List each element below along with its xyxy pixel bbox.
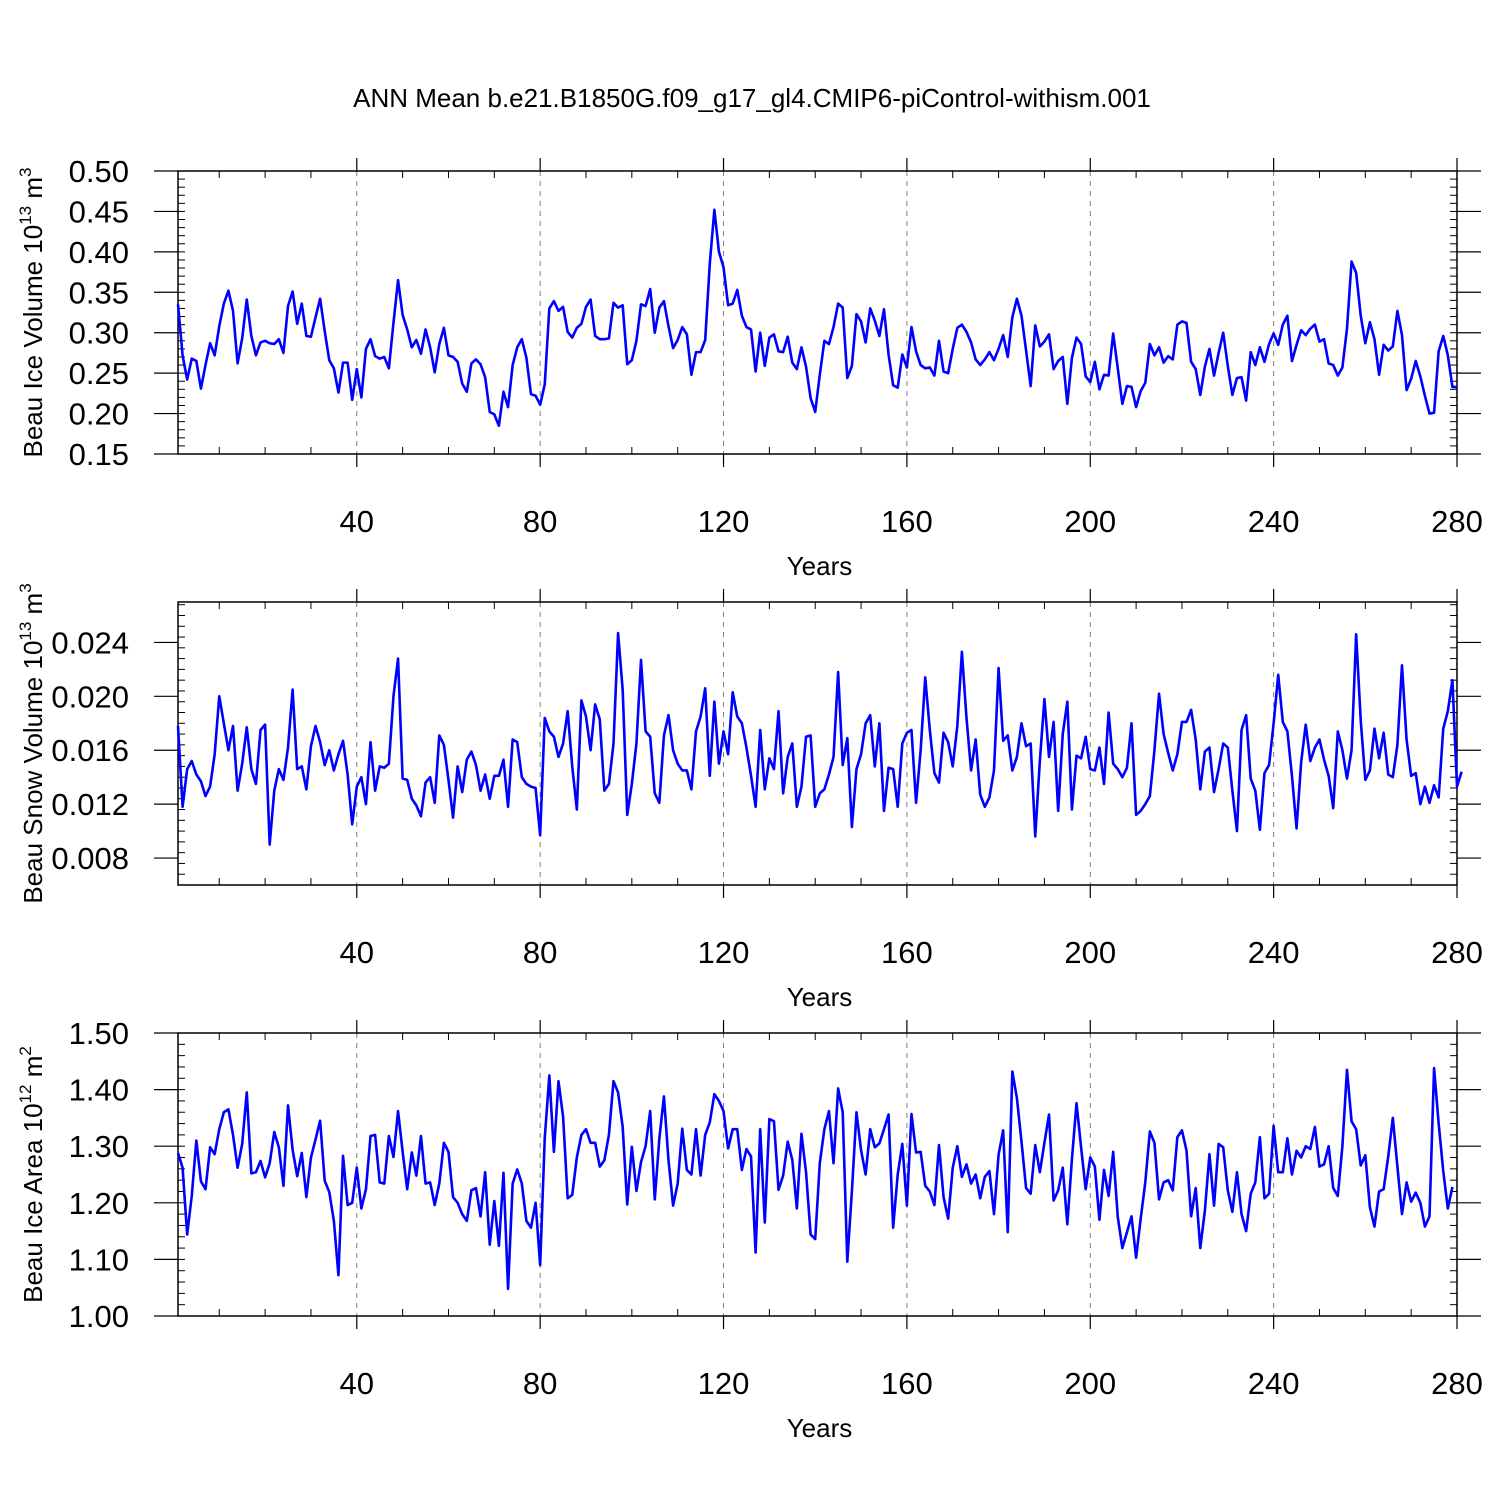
x-tick-label: 80 bbox=[523, 1366, 557, 1401]
x-tick-label: 160 bbox=[881, 935, 933, 970]
y-tick-label: 1.10 bbox=[69, 1242, 129, 1277]
y-tick-label: 0.25 bbox=[69, 356, 129, 391]
y-axis-label-unit-exponent: 3 bbox=[16, 583, 35, 592]
y-axis-label-unit-exponent: 2 bbox=[16, 1046, 35, 1055]
x-tick-label: 280 bbox=[1431, 935, 1483, 970]
x-tick-label: 200 bbox=[1064, 504, 1116, 539]
panels: 40 80 120 160 200 240 2800.150.200.250.300.350… bbox=[16, 154, 1483, 1443]
x-tick-label: 120 bbox=[698, 504, 750, 539]
series-line-1 bbox=[176, 208, 1457, 428]
x-tick-label: 160 bbox=[881, 1366, 933, 1401]
panel-1: 40 80 120 160 200 240 280 0.15 0.20 0.25 0.30 0.35 0… bbox=[16, 154, 1483, 581]
series-line-2 bbox=[176, 631, 1463, 846]
x-tick-label: 40 bbox=[340, 935, 374, 970]
x-tick-label: 280 bbox=[1431, 1366, 1483, 1401]
y-axis-label-unit: m bbox=[18, 1056, 48, 1085]
x-tick-label: 200 bbox=[1064, 1366, 1116, 1401]
chart-title: ANN Mean b.e21.B1850G.f09_g17_gl4.CMIP6-… bbox=[353, 83, 1151, 113]
x-tick-label: 200 bbox=[1064, 935, 1116, 970]
y-tick-label: 1.00 bbox=[69, 1299, 129, 1334]
x-axis-label: Years bbox=[787, 551, 853, 581]
y-tick-label: 0.30 bbox=[69, 316, 129, 351]
x-tick-label: 240 bbox=[1248, 1366, 1300, 1401]
y-tick-label: 0.15 bbox=[69, 437, 129, 472]
y-axis-label-text: Beau Snow Volume 10 bbox=[18, 641, 48, 904]
y-tick-label: 0.012 bbox=[51, 787, 129, 822]
y-tick-label: 1.50 bbox=[69, 1016, 129, 1051]
y-tick-label: 0.020 bbox=[51, 679, 129, 714]
y-axis-label-exponent: 13 bbox=[16, 206, 35, 225]
panel-3: 40 80 120 160 200 240 280 1.00 1.10 1.20 1.30 1.40 1… bbox=[16, 1016, 1483, 1443]
y-axis-label-unit-exponent: 3 bbox=[16, 168, 35, 177]
y-tick-label: 0.45 bbox=[69, 194, 129, 229]
x-tick-label: 240 bbox=[1248, 504, 1300, 539]
x-tick-label: 40 bbox=[340, 504, 374, 539]
y-axis-label-text: Beau Ice Volume 10 bbox=[18, 225, 48, 458]
x-tick-label: 240 bbox=[1248, 935, 1300, 970]
plot-frame bbox=[177, 1032, 1458, 1317]
y-axis-label: Beau Ice Area 1012 m2 bbox=[16, 1046, 48, 1303]
y-axis-label-text: Beau Ice Area 10 bbox=[18, 1103, 48, 1302]
x-tick-label: 120 bbox=[698, 1366, 750, 1401]
y-axis-label: Beau Snow Volume 1013 m3 bbox=[16, 583, 48, 903]
y-tick-label: 1.20 bbox=[69, 1186, 129, 1221]
x-tick-label: 40 bbox=[340, 1366, 374, 1401]
y-axis-label-exponent: 13 bbox=[16, 622, 35, 641]
x-tick-label: 280 bbox=[1431, 504, 1483, 539]
y-axis-label: Beau Ice Volume 1013 m3 bbox=[16, 168, 48, 458]
y-tick-label: 0.008 bbox=[51, 841, 129, 876]
y-tick-label: 0.016 bbox=[51, 733, 129, 768]
panel-2: 40 80 120 160 200 240 280 0.008 0.012 0.016 0.020 0… bbox=[16, 583, 1483, 1012]
x-tick-label: 120 bbox=[698, 935, 750, 970]
y-tick-label: 0.40 bbox=[69, 235, 129, 270]
y-tick-label: 0.35 bbox=[69, 275, 129, 310]
y-axis-label-unit: m bbox=[18, 177, 48, 206]
y-tick-label: 0.20 bbox=[69, 397, 129, 432]
x-axis-label: Years bbox=[787, 982, 853, 1012]
series-line-3 bbox=[176, 1066, 1454, 1291]
x-tick-label: 80 bbox=[523, 504, 557, 539]
x-axis-label: Years bbox=[787, 1413, 853, 1443]
y-tick-label: 0.024 bbox=[51, 625, 129, 660]
y-axis-label-exponent: 12 bbox=[16, 1084, 35, 1103]
y-tick-label: 1.40 bbox=[69, 1073, 129, 1108]
x-tick-label: 80 bbox=[523, 935, 557, 970]
y-axis-label-unit: m bbox=[18, 593, 48, 622]
y-tick-label: 1.30 bbox=[69, 1129, 129, 1164]
x-tick-label: 160 bbox=[881, 504, 933, 539]
y-tick-label: 0.50 bbox=[69, 154, 129, 189]
